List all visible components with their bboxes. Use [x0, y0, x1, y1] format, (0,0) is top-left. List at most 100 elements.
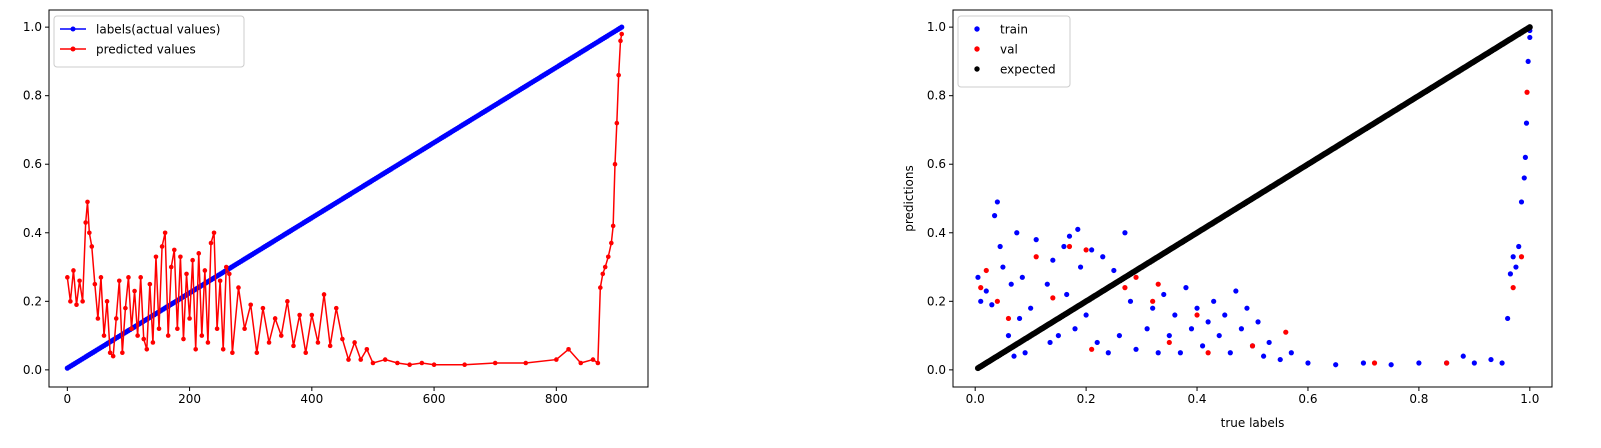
data-point [1105, 350, 1111, 356]
data-point [1194, 312, 1200, 318]
data-point [1008, 281, 1014, 287]
data-point [566, 347, 571, 352]
data-point [1016, 315, 1023, 322]
data-point [1061, 243, 1067, 250]
data-point [978, 298, 984, 304]
data-point [1518, 254, 1525, 260]
legend-box [957, 15, 1071, 88]
data-point [321, 292, 327, 297]
data-point [83, 220, 88, 225]
data-point [1205, 350, 1211, 356]
data-point [199, 333, 205, 338]
data-point [997, 243, 1003, 250]
legend-label: predicted values [96, 43, 196, 57]
data-point [217, 278, 223, 284]
data-point [309, 312, 315, 318]
data-point [1127, 298, 1134, 304]
data-point [272, 316, 278, 321]
data-point [254, 350, 260, 356]
x-tick-label: 1.0 [1520, 392, 1539, 406]
data-point [1150, 298, 1156, 304]
data-point [303, 350, 309, 356]
legend-marker [974, 46, 980, 52]
data-point [989, 302, 995, 308]
data-point [1510, 285, 1516, 291]
x-axis-label: true labels [1221, 416, 1285, 430]
data-point [113, 316, 119, 321]
data-point [370, 360, 376, 366]
data-point [1005, 332, 1012, 339]
data-point [74, 302, 79, 308]
data-point [126, 275, 131, 280]
data-point [340, 336, 345, 342]
y-tick-label: 0.0 [927, 363, 946, 377]
data-point [1183, 285, 1189, 291]
x-tick-label: 0.6 [1298, 392, 1317, 406]
data-point [138, 275, 143, 280]
data-point [175, 326, 180, 332]
data-point [141, 336, 147, 342]
data-point [165, 333, 171, 338]
data-point [609, 240, 614, 246]
data-point [1155, 350, 1161, 356]
data-point [190, 257, 195, 263]
data-point [196, 251, 202, 256]
data-point [1005, 315, 1012, 322]
y-tick-label: 0.8 [927, 89, 946, 103]
data-point [1416, 360, 1422, 366]
data-point [1122, 230, 1128, 236]
data-point [1047, 339, 1053, 346]
x-tick-label: 0.4 [1187, 392, 1206, 406]
data-point [98, 275, 104, 280]
data-point [181, 336, 186, 342]
plot-area [974, 24, 1533, 372]
data-point [1144, 326, 1150, 332]
data-point [598, 285, 603, 290]
data-point [153, 254, 159, 260]
data-point [178, 254, 183, 260]
data-point [1205, 319, 1211, 325]
data-point [1075, 226, 1081, 232]
data-point [172, 247, 177, 253]
data-point [590, 357, 596, 362]
data-point [187, 316, 192, 321]
data-point [223, 264, 229, 270]
series-0 [975, 27, 1533, 368]
data-point [1260, 353, 1267, 359]
data-point [1194, 305, 1200, 311]
data-point [600, 271, 606, 277]
plot-frame [952, 9, 1553, 388]
legend-label: val [1000, 43, 1018, 57]
data-point [619, 24, 625, 30]
data-point [618, 38, 623, 44]
data-point [285, 299, 290, 304]
data-point [1050, 257, 1056, 263]
data-point [407, 362, 412, 368]
legend-label: train [1000, 23, 1028, 37]
data-point [1019, 274, 1025, 280]
series-2 [974, 24, 1533, 372]
data-point [1116, 332, 1122, 339]
series-1 [978, 89, 1530, 366]
data-point [68, 299, 73, 304]
y-tick-label: 0.6 [23, 157, 42, 171]
data-point [1199, 343, 1206, 349]
data-point [616, 72, 621, 78]
data-point [230, 350, 235, 356]
data-point [1255, 319, 1261, 325]
data-point [346, 357, 351, 362]
data-point [1072, 326, 1078, 332]
data-point [1527, 34, 1533, 41]
data-point [227, 271, 232, 277]
data-point [168, 264, 174, 270]
data-point [1111, 267, 1117, 274]
data-point [1266, 339, 1272, 346]
legend: labels(actual values) predicted values [53, 15, 245, 68]
data-point [1014, 230, 1020, 236]
data-point [327, 343, 333, 349]
data-point [1133, 346, 1139, 352]
data-point [1089, 247, 1095, 253]
data-point [147, 281, 153, 287]
data-point [214, 326, 220, 332]
y-tick-label: 0.0 [23, 363, 42, 377]
